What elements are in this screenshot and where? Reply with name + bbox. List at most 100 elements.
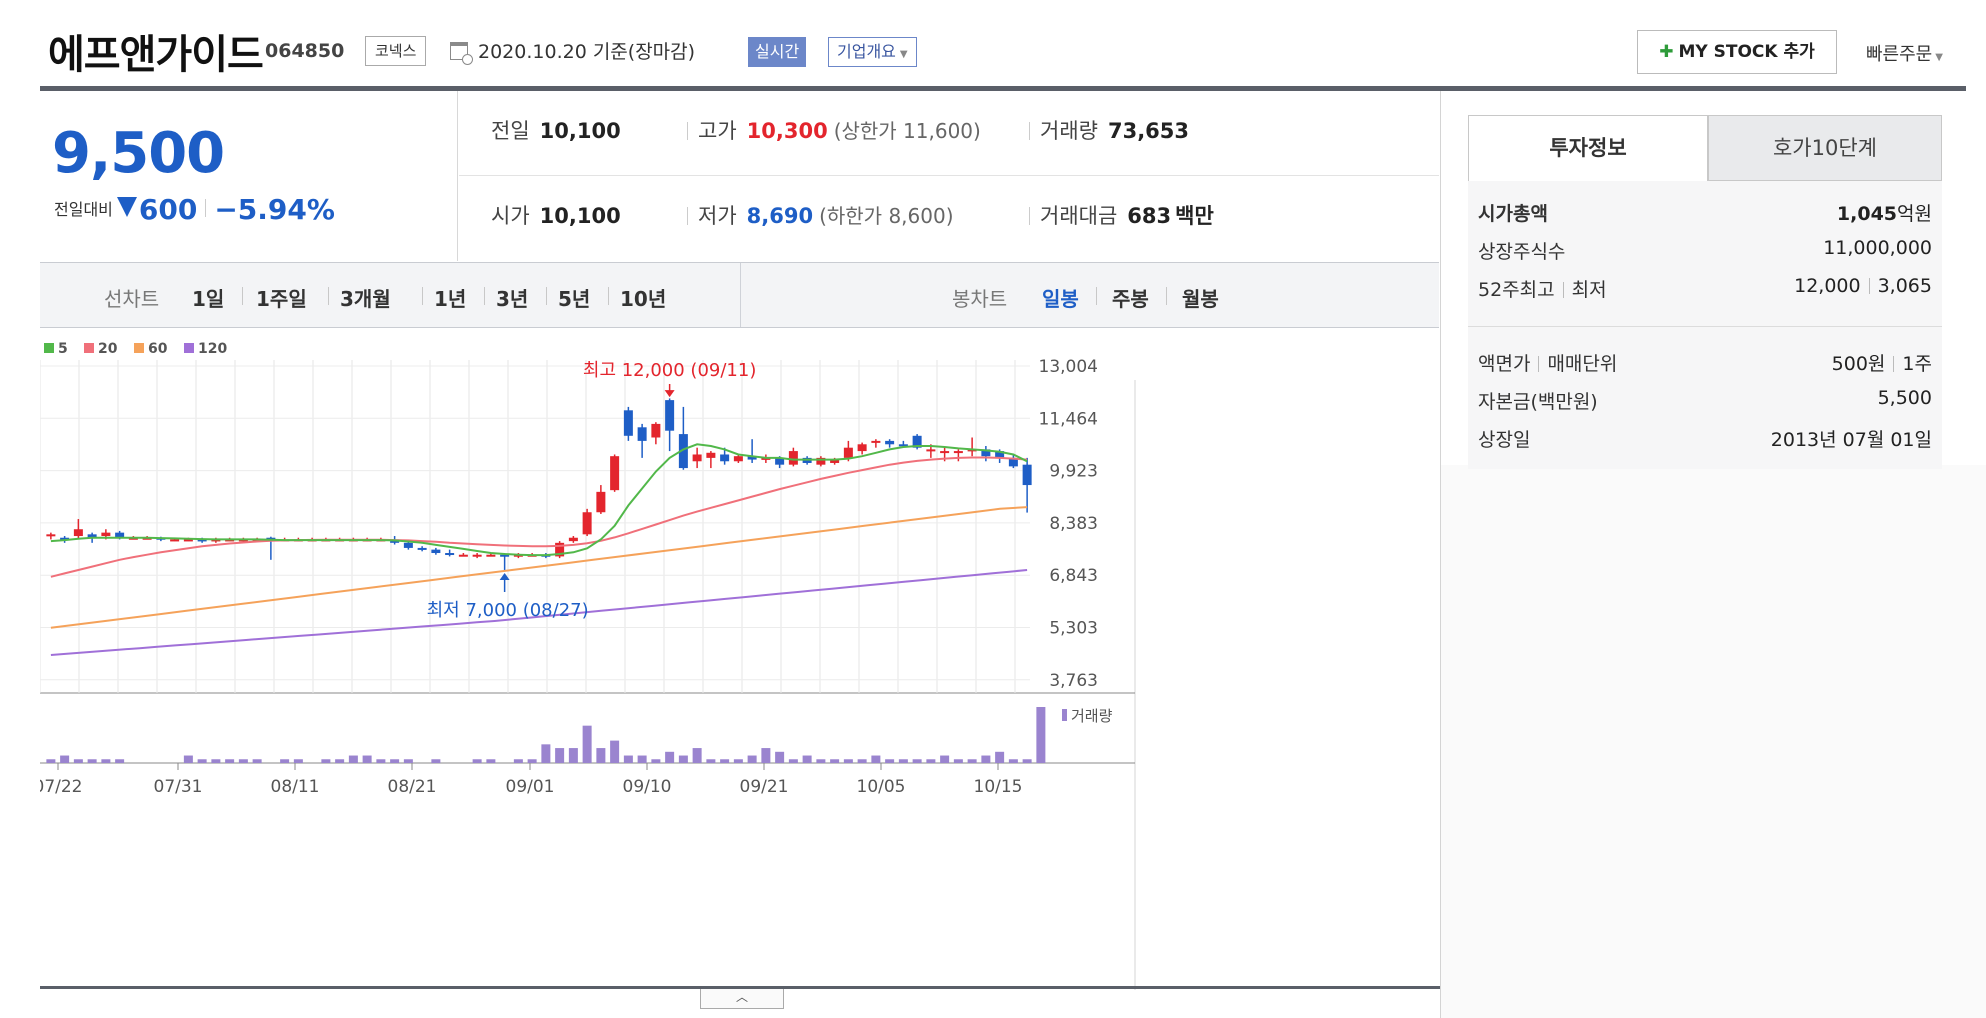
- price-chart[interactable]: 13,004 11,464 9,923 8,383 6,843 5,303 3,763 5 20…: [40, 330, 1440, 990]
- candle-body: [128, 537, 138, 540]
- volume-bar: [87, 759, 97, 763]
- volume-legend-label: 거래량: [1071, 707, 1113, 725]
- period-3y[interactable]: 3년: [496, 287, 529, 311]
- candle-body: [940, 451, 950, 454]
- volume-bar: [816, 759, 826, 763]
- legend-label: 60: [148, 341, 168, 357]
- candle-body: [46, 534, 56, 537]
- company-info-label: 기업개요: [837, 42, 896, 61]
- candle-body: [60, 537, 70, 540]
- investment-info-panel: 투자정보 호가10단계 시가총액 1,045억원 상장주식수 11,000,00…: [1468, 115, 1942, 469]
- price-change: 전일대비 600 −5.94%: [54, 193, 335, 226]
- stock-name: 에프앤가이드: [48, 32, 264, 78]
- candle-body: [871, 440, 881, 443]
- annotation-high-arrowhead: [664, 390, 675, 398]
- candle-body: [238, 539, 248, 542]
- volume-bar: [183, 755, 193, 763]
- candle-body: [898, 444, 908, 447]
- candle-body: [115, 532, 125, 538]
- candle-body: [225, 539, 235, 542]
- volume-bar: [197, 759, 207, 763]
- period-1y[interactable]: 1년: [434, 287, 467, 311]
- volume-bar: [335, 759, 345, 763]
- volume-bar: [678, 755, 688, 763]
- candle-body: [885, 440, 895, 445]
- realtime-button[interactable]: 실시간: [748, 37, 807, 67]
- company-info-dropdown[interactable]: 기업개요 ▼: [828, 37, 917, 67]
- x-tick-label: 09/10: [623, 777, 672, 797]
- volume-bar: [720, 759, 730, 763]
- volume-bar: [321, 759, 331, 763]
- chevron-down-icon: ▼: [899, 49, 908, 60]
- stock-code: 064850: [265, 40, 345, 62]
- candle-body: [843, 447, 853, 458]
- volume-bar: [843, 759, 853, 763]
- candle-body: [101, 532, 111, 537]
- candle-daily[interactable]: 일봉: [1042, 287, 1079, 311]
- volume-bar: [555, 748, 565, 763]
- volume-bar: [1008, 759, 1018, 763]
- chevron-down-icon: ▼: [1935, 52, 1943, 63]
- legend-swatch: [134, 343, 144, 353]
- candle-body: [816, 457, 826, 465]
- candle-body: [73, 529, 83, 537]
- period-10y[interactable]: 10년: [620, 287, 667, 311]
- investment-info-table: 시가총액 1,045억원 상장주식수 11,000,000 52주최고 최저 12…: [1468, 181, 1942, 469]
- volume-bar: [967, 759, 977, 763]
- candle-body: [610, 456, 620, 491]
- candle-body: [142, 537, 152, 540]
- candle-body: [486, 554, 496, 557]
- candle-body: [830, 459, 840, 463]
- x-tick-label: 10/15: [974, 777, 1023, 797]
- x-tick-label: 09/21: [740, 777, 789, 797]
- calendar-icon: [450, 42, 473, 65]
- separator: [205, 199, 207, 217]
- y-tick-label: 9,923: [1049, 462, 1098, 482]
- ma60-line: [50, 506, 1028, 629]
- period-1d[interactable]: 1일: [192, 287, 225, 311]
- volume-bar: [953, 759, 963, 763]
- volume-bar: [1036, 707, 1046, 763]
- volume-bar: [1022, 759, 1032, 763]
- candle-body: [953, 451, 963, 454]
- period-3m[interactable]: 3개월: [340, 287, 391, 311]
- candle-body: [720, 454, 730, 462]
- candle-weekly[interactable]: 주봉: [1112, 287, 1149, 311]
- candle-body: [403, 542, 413, 548]
- candle-body: [417, 547, 427, 550]
- volume-bar: [238, 759, 248, 763]
- stock-header: 에프앤가이드 064850 코넥스 2020.10.20 기준(장마감) 실시간…: [0, 0, 1986, 88]
- annotation-low-arrowhead: [499, 573, 510, 581]
- volume-bar: [665, 751, 675, 763]
- quick-order-dropdown[interactable]: 빠른주문 ▼: [1866, 40, 1943, 66]
- annotation-low: 최저 7,000 (08/27): [427, 600, 589, 621]
- candle-body: [445, 553, 455, 556]
- volume-bar: [431, 759, 441, 763]
- candle-body: [252, 539, 262, 542]
- candle-body: [981, 449, 991, 457]
- quote-row: 전일 10,100 고가 10,300 (상한가 11,600) 거래량 73,653: [459, 91, 1439, 176]
- volume-bar: [293, 759, 303, 763]
- period-1w[interactable]: 1주일: [256, 287, 307, 311]
- period-5y[interactable]: 5년: [558, 287, 591, 311]
- chart-period-bar: 선차트 1일 1주일 3개월 1년 3년 5년 10년 봉차트 일봉 주봉 월봉: [40, 262, 1439, 328]
- quick-order-label: 빠른주문: [1866, 44, 1933, 65]
- candle-monthly[interactable]: 월봉: [1182, 287, 1219, 311]
- candle-body: [912, 435, 922, 448]
- volume-bar: [582, 725, 592, 763]
- volume-bar: [225, 759, 235, 763]
- x-tick-label: 08/11: [271, 777, 320, 797]
- listed-shares-row: 상장주식수 11,000,000: [1478, 237, 1932, 263]
- x-tick-label: 08/21: [388, 777, 437, 797]
- candlestick-chart-svg[interactable]: 13,004 11,464 9,923 8,383 6,843 5,303 3,763 5 20…: [40, 330, 1440, 990]
- volume-bar: [692, 748, 702, 763]
- volume-bar: [926, 759, 936, 763]
- tab-orderbook-10[interactable]: 호가10단계: [1708, 115, 1942, 181]
- add-mystock-button[interactable]: ✚ MY STOCK 추가: [1637, 30, 1837, 74]
- tab-investment-info[interactable]: 투자정보: [1468, 115, 1708, 181]
- week52-row: 52주최고 최저 12,000 3,065: [1478, 275, 1932, 301]
- line-chart-label: 선차트: [104, 287, 160, 311]
- candle-body: [1022, 464, 1032, 486]
- collapse-chevron-up-icon[interactable]: ︿: [700, 989, 784, 1009]
- candle-body: [472, 554, 482, 557]
